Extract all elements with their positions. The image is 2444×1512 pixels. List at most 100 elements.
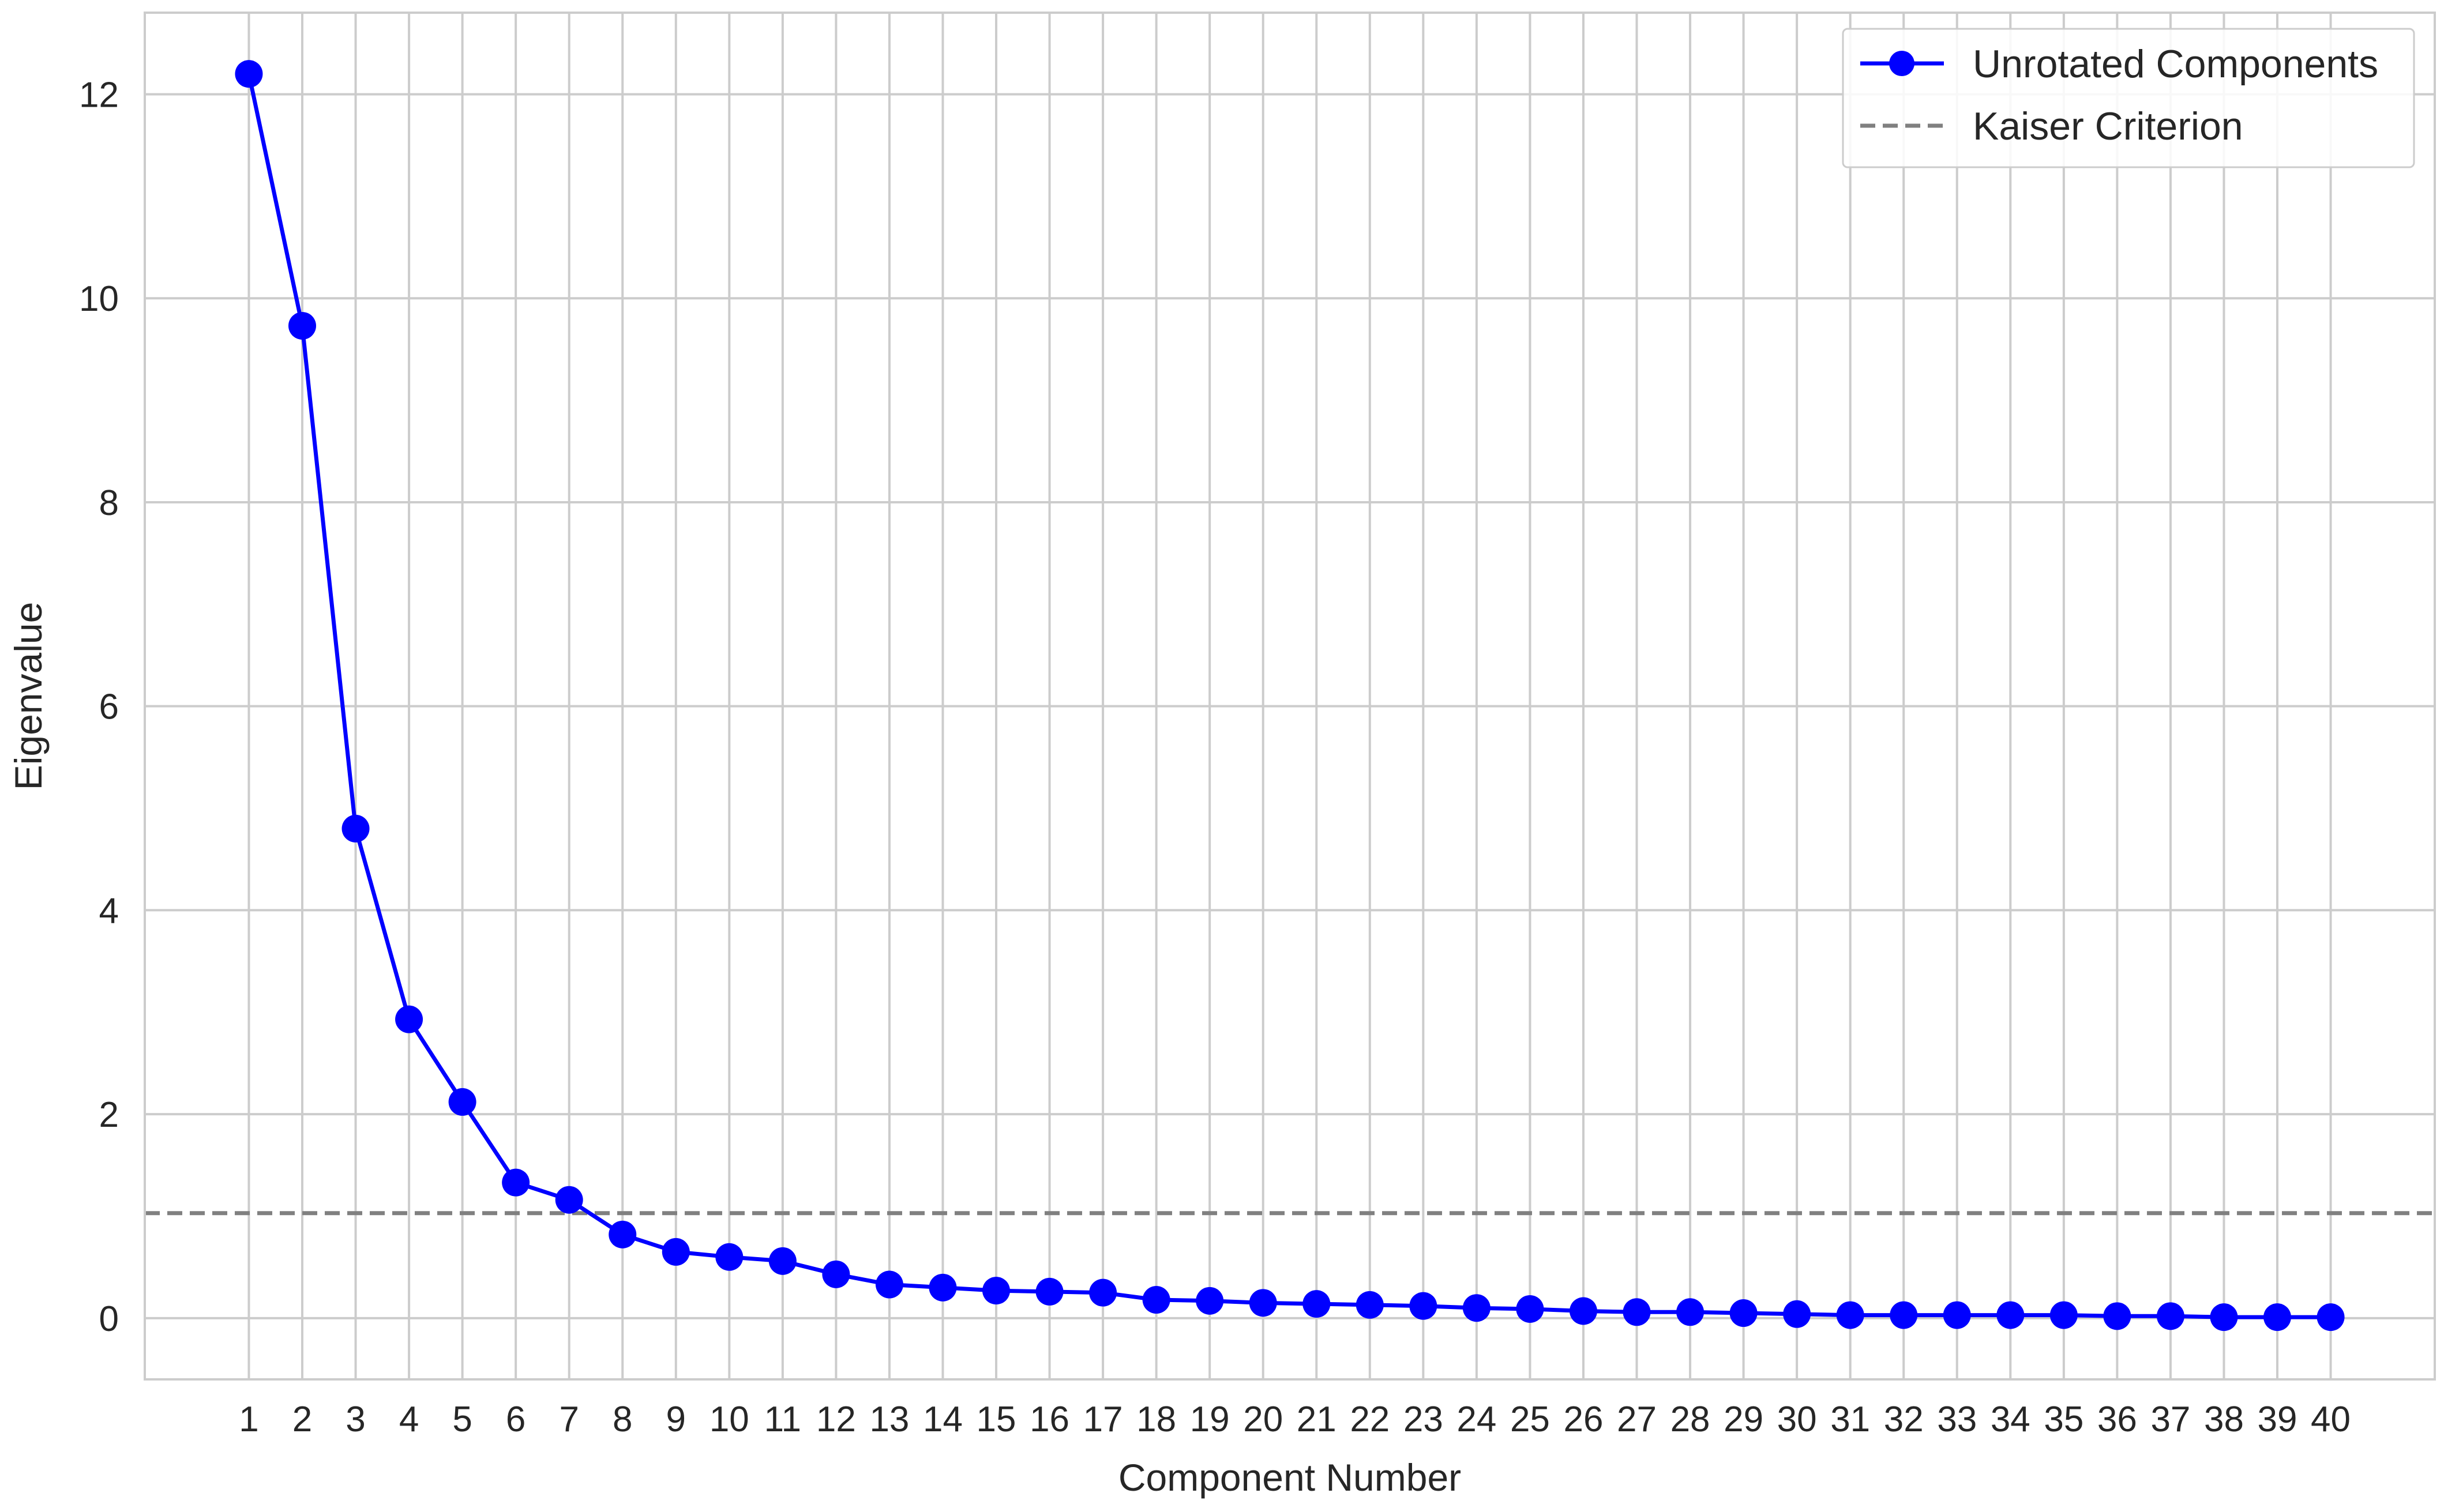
x-tick-label-6: 6 [506, 1400, 525, 1439]
y-tick-label-6: 6 [99, 687, 119, 727]
x-tick-label-5: 5 [452, 1400, 472, 1439]
data-point-40 [2317, 1303, 2345, 1332]
x-tick-label-27: 27 [1617, 1400, 1657, 1439]
data-point-16 [1035, 1277, 1064, 1306]
data-point-14 [929, 1273, 957, 1302]
data-point-7 [555, 1186, 583, 1214]
x-tick-label-31: 31 [1830, 1400, 1870, 1439]
x-tick-label-16: 16 [1030, 1400, 1069, 1439]
unrotated-components-series [235, 60, 2345, 1332]
data-point-37 [2156, 1302, 2184, 1330]
data-point-3 [341, 814, 370, 842]
plot-border [144, 12, 2436, 1381]
x-tick-label-29: 29 [1724, 1400, 1763, 1439]
data-point-29 [1729, 1299, 1758, 1327]
x-tick-label-15: 15 [977, 1400, 1016, 1439]
x-axis-label: Component Number [1118, 1456, 1461, 1499]
x-tick-label-18: 18 [1136, 1400, 1176, 1439]
data-point-26 [1569, 1297, 1597, 1325]
x-tick-label-30: 30 [1777, 1400, 1817, 1439]
y-tick-label-0: 0 [99, 1299, 119, 1339]
data-point-31 [1836, 1301, 1864, 1329]
x-tick-label-13: 13 [869, 1400, 909, 1439]
data-point-19 [1196, 1287, 1224, 1315]
data-point-11 [768, 1247, 797, 1275]
data-point-6 [502, 1168, 530, 1197]
x-tick-label-17: 17 [1083, 1400, 1123, 1439]
data-point-17 [1089, 1278, 1117, 1307]
x-tick-label-10: 10 [709, 1400, 749, 1439]
x-tick-label-4: 4 [399, 1400, 419, 1439]
data-point-9 [662, 1238, 690, 1266]
x-tick-label-37: 37 [2150, 1400, 2190, 1439]
y-axis-label: Eigenvalue [7, 602, 50, 791]
x-tick-label-39: 39 [2258, 1400, 2297, 1439]
grid-lines [145, 13, 2435, 1379]
y-tick-labels: 0 2 4 6 8 10 12 [79, 75, 119, 1338]
x-tick-label-19: 19 [1190, 1400, 1230, 1439]
data-point-12 [822, 1260, 850, 1288]
x-tick-label-26: 26 [1563, 1400, 1603, 1439]
data-point-23 [1409, 1292, 1437, 1320]
x-tick-label-25: 25 [1510, 1400, 1550, 1439]
x-tick-label-11: 11 [764, 1400, 801, 1439]
x-tick-label-33: 33 [1937, 1400, 1977, 1439]
data-point-33 [1943, 1301, 1971, 1329]
legend-box [1842, 28, 2415, 168]
data-point-8 [609, 1220, 637, 1248]
data-point-30 [1783, 1300, 1811, 1328]
y-tick-label-2: 2 [99, 1095, 119, 1135]
data-point-35 [2049, 1301, 2078, 1329]
x-tick-label-24: 24 [1456, 1400, 1496, 1439]
data-point-27 [1623, 1298, 1651, 1326]
x-tick-label-32: 32 [1884, 1400, 1924, 1439]
x-tick-label-9: 9 [666, 1400, 686, 1439]
y-tick-label-8: 8 [99, 483, 119, 523]
series-line-unrotated-components [247, 73, 2331, 1319]
x-tick-label-7: 7 [559, 1400, 579, 1439]
data-point-25 [1516, 1295, 1544, 1323]
y-tick-label-4: 4 [99, 891, 119, 931]
data-point-38 [2210, 1303, 2238, 1332]
y-tick-label-10: 10 [79, 279, 119, 319]
y-tick-label-12: 12 [79, 75, 119, 115]
legend-label-kaiser-criterion: Kaiser Criterion [1973, 104, 2243, 148]
data-point-24 [1462, 1294, 1491, 1322]
x-tick-label-38: 38 [2204, 1400, 2244, 1439]
data-point-13 [875, 1270, 903, 1299]
x-tick-label-36: 36 [2097, 1400, 2137, 1439]
x-tick-label-2: 2 [292, 1400, 312, 1439]
data-point-32 [1890, 1301, 1918, 1329]
legend-label-unrotated-components: Unrotated Components [1973, 42, 2378, 86]
x-tick-label-14: 14 [923, 1400, 963, 1439]
x-tick-labels: 1 2 3 4 5 6 7 8 9 10 11 12 13 14 15 16 17 18 19 20 21 22 23 24 2… [239, 1400, 2351, 1439]
x-tick-label-23: 23 [1403, 1400, 1443, 1439]
plot-frame [144, 12, 2436, 1381]
x-tick-label-28: 28 [1670, 1400, 1710, 1439]
data-point-20 [1249, 1289, 1277, 1317]
x-tick-label-34: 34 [1991, 1400, 2030, 1439]
data-point-34 [1996, 1301, 2025, 1329]
data-point-22 [1356, 1291, 1384, 1319]
data-point-21 [1302, 1290, 1331, 1318]
data-point-36 [2103, 1302, 2131, 1330]
data-point-4 [395, 1005, 423, 1033]
x-tick-label-12: 12 [816, 1400, 856, 1439]
data-point-5 [448, 1088, 476, 1116]
x-tick-label-21: 21 [1297, 1400, 1336, 1439]
x-tick-label-20: 20 [1243, 1400, 1283, 1439]
legend-swatch-unrotated-marker [1889, 51, 1914, 76]
data-point-28 [1676, 1298, 1705, 1326]
data-point-18 [1142, 1286, 1170, 1314]
x-tick-label-35: 35 [2044, 1400, 2083, 1439]
x-tick-label-3: 3 [346, 1400, 365, 1439]
data-point-10 [715, 1243, 744, 1271]
data-point-15 [982, 1277, 1011, 1305]
data-point-1 [235, 60, 263, 88]
x-tick-label-40: 40 [2311, 1400, 2351, 1439]
x-tick-label-22: 22 [1350, 1400, 1390, 1439]
data-point-39 [2263, 1303, 2292, 1332]
legend: Unrotated Components Kaiser Criterion [1842, 28, 2415, 168]
x-tick-label-1: 1 [239, 1400, 258, 1439]
